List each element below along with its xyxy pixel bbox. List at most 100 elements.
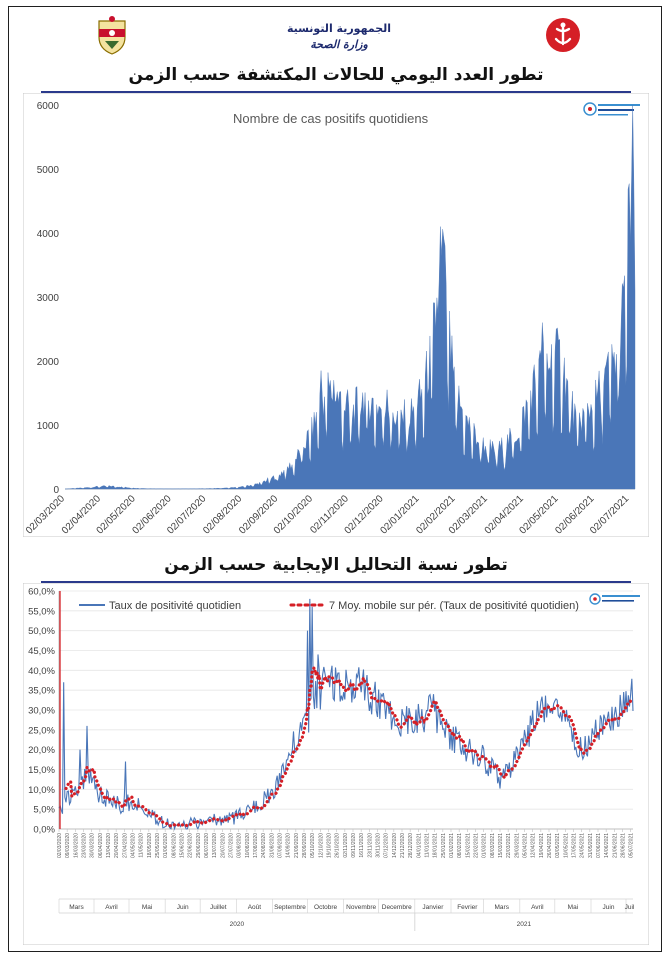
chart2-date-tick: 26/10/2020 (335, 833, 341, 858)
observatory-logo-icon-2 (589, 593, 640, 605)
chart1-y-tick-label: 0 (53, 485, 59, 496)
chart2-series (58, 591, 635, 831)
chart2-date-tick: 22/02/2021 (474, 833, 480, 858)
chart2-date-tick: 02/03/2020 (57, 833, 63, 858)
chart2-y-tick-label: 25,0% (28, 725, 55, 736)
chart1-y-tick-label: 2000 (37, 357, 60, 368)
chart2-date-tick: 21/12/2020 (400, 833, 406, 858)
chart2-date-tick: 03/08/2020 (237, 833, 243, 858)
chart2-month-label: Avril (531, 904, 544, 911)
chart2-month-label: Novembre (346, 904, 376, 911)
chart2-month-label: Octobre (314, 904, 338, 911)
chart2-month-label: Mars (495, 904, 510, 911)
chart2-arabic-title: تطور نسبة التحاليل الإيجابية حسب الزمن (164, 555, 508, 575)
ministry-header: الجمهورية التونسية وزارة الصحة (259, 21, 419, 53)
tunisia-coat-of-arms-icon (98, 16, 126, 55)
chart2-date-tick: 14/12/2020 (392, 833, 398, 858)
chart2-date-tick: 20/07/2020 (220, 833, 226, 858)
chart2-date-tick: 05/04/2021 (523, 833, 529, 858)
chart2-date-tick: 01/02/2021 (449, 833, 455, 858)
chart2-date-tick: 07/06/2021 (596, 833, 602, 858)
chart2-date-tick: 21/09/2020 (294, 833, 300, 858)
chart2-date-tick: 08/06/2020 (171, 833, 177, 858)
republic-label: الجمهورية التونسية (286, 22, 392, 35)
chart2-date-tick: 26/04/2021 (547, 833, 553, 858)
chart2-date-tick: 28/12/2020 (408, 833, 414, 858)
chart2-month-label: Juin (177, 904, 189, 911)
chart2-date-tick: 08/02/2021 (457, 833, 463, 858)
chart2-date-tick: 02/11/2020 (343, 833, 349, 858)
daily-cases-chart: Nombre de cas positifs quotidiens 0 1000 2… (23, 93, 649, 537)
chart2-date-tick: 19/04/2021 (539, 833, 545, 858)
chart2-date-tick: 06/07/2020 (204, 833, 210, 858)
chart2-y-tick-label: 15,0% (28, 765, 55, 776)
chart2-year-label-2021: 2021 (517, 921, 532, 928)
chart2-date-tick: 15/03/2021 (498, 833, 504, 858)
header: الجمهورية التونسية وزارة الصحة (9, 7, 663, 67)
chart2-y-tick-label: 30,0% (28, 706, 55, 717)
positivity-daily-line (58, 598, 634, 831)
chart2-date-tick: 16/03/2020 (73, 833, 79, 858)
chart2-date-tick: 31/08/2020 (269, 833, 275, 858)
observatory-logo-icon (583, 102, 640, 116)
chart2-y-tick-label: 10,0% (28, 785, 55, 796)
chart1-y-tick-label: 4000 (37, 229, 60, 240)
chart2-date-tick: 29/03/2021 (514, 833, 520, 858)
positivity-rate-chart: 0,0% 5,0% 10,0% 15,0% 20,0% 25,0% 30,0% 35,0% 40… (23, 583, 649, 945)
chart2-date-tick: 05/07/2021 (629, 833, 635, 858)
chart2-month-label: Fevrier (457, 904, 478, 911)
chart2-date-tick: 29/06/2020 (196, 833, 202, 858)
chart2-y-tick-label: 20,0% (28, 745, 55, 756)
positivity-moving-average-line (64, 664, 635, 828)
chart2-date-tick: 11/01/2021 (425, 833, 431, 858)
chart2-y-tick-label: 45,0% (28, 646, 55, 657)
chart1-arabic-title: تطور العدد اليومي للحالات المكتشفة حسب ا… (128, 65, 544, 85)
document-frame: الجمهورية التونسية وزارة الصحة تطور العد… (8, 6, 662, 952)
chart2-legend: Taux de positivité quotidien 7 Moy. mobi… (79, 600, 579, 612)
chart1-area-path (64, 104, 636, 490)
legend-series-1: Taux de positivité quotidien (109, 600, 241, 612)
legend-series-2: 7 Moy. mobile sur pér. (Taux de positivi… (329, 600, 579, 612)
chart2-date-tick: 13/04/2020 (106, 833, 112, 858)
chart2-date-tick: 01/03/2021 (482, 833, 488, 858)
chart2-date-tick: 18/05/2020 (147, 833, 153, 858)
chart2-month-label: Juil (625, 904, 635, 911)
chart2-date-tick: 01/06/2020 (163, 833, 169, 858)
chart2-month-label: Janvier (422, 904, 444, 911)
chart2-y-tick-label: 5,0% (33, 805, 55, 816)
chart2-date-tick: 15/02/2021 (465, 833, 471, 858)
chart2-date-tick: 28/09/2020 (302, 833, 308, 858)
chart2-date-tick: 05/10/2020 (310, 833, 316, 858)
chart2-date-tick: 22/06/2020 (188, 833, 194, 858)
chart1-y-tick-label: 1000 (37, 421, 60, 432)
chart2-date-tick: 25/01/2021 (441, 833, 447, 858)
chart2-date-tick: 15/06/2020 (180, 833, 186, 858)
chart2-date-tick: 24/08/2020 (261, 833, 267, 858)
chart2-y-tick-label: 50,0% (28, 626, 55, 637)
chart2-date-tick: 23/03/2020 (82, 833, 88, 858)
chart2-date-tick: 04/01/2021 (416, 833, 422, 858)
chart2-date-tick: 21/06/2021 (612, 833, 618, 858)
chart2-date-tick: 08/03/2021 (490, 833, 496, 858)
chart2-date-tick: 10/05/2021 (563, 833, 569, 858)
chart2-date-tick: 17/05/2021 (572, 833, 578, 858)
chart2-date-tick: 09/11/2020 (351, 833, 357, 858)
chart2-date-tick: 13/07/2020 (212, 833, 218, 858)
ministry-label: وزارة الصحة (310, 38, 368, 51)
chart1-y-tick-label: 5000 (37, 165, 60, 176)
chart2-date-tick: 31/05/2021 (588, 833, 594, 858)
chart2-date-tick: 10/08/2020 (245, 833, 251, 858)
chart2-year-label-2020: 2020 (230, 921, 245, 928)
chart2-date-tick: 22/03/2021 (506, 833, 512, 858)
chart2-date-tick: 14/06/2021 (604, 833, 610, 858)
chart2-month-label: Août (248, 904, 262, 911)
chart2-month-label: Mai (142, 904, 152, 911)
ministry-logo-icon (546, 18, 580, 52)
chart2-date-tick: 16/11/2020 (359, 833, 365, 858)
chart2-y-axis: 0,0% 5,0% 10,0% 15,0% 20,0% 25,0% 30,0% 35,0% 40… (28, 587, 633, 836)
chart2-date-tick: 30/03/2020 (90, 833, 96, 858)
chart2-date-tick: 07/12/2020 (384, 833, 390, 858)
chart2-date-tick: 14/09/2020 (286, 833, 292, 858)
chart2-month-label: Juin (603, 904, 615, 911)
chart2-x-axis: 02/03/2020 09/03/2020 16/03/2020 23/03/2020… (57, 829, 635, 931)
